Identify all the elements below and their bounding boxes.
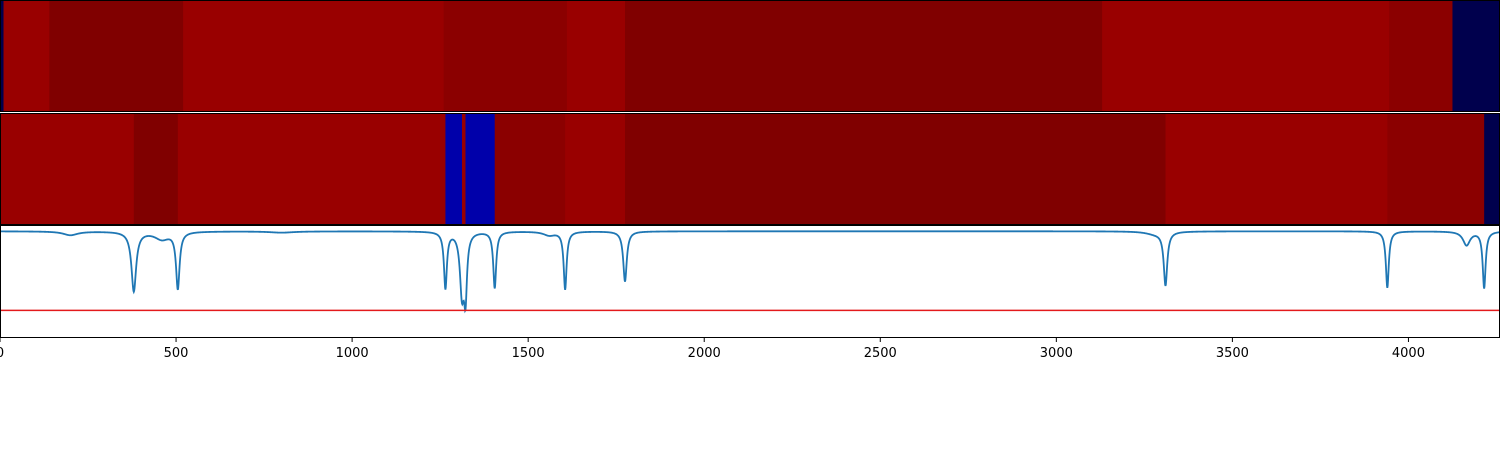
heatmap-top-segment xyxy=(1452,0,1500,112)
x-tick-label: 4000 xyxy=(1392,346,1425,361)
signal-line xyxy=(0,230,1500,314)
heatmap-bottom-segment xyxy=(465,113,496,225)
heatmap-bottom-segment xyxy=(1484,113,1500,225)
heatmap-top-segment xyxy=(183,0,445,112)
heatmap-bottom-segment xyxy=(1165,113,1388,225)
heatmap-bottom-segment xyxy=(565,113,626,225)
x-axis: 0 500 1000 1500 2000 2500 3000 3500 4000 xyxy=(0,338,1425,361)
heatmap-top-segment xyxy=(3,0,50,112)
heatmap-top-segment xyxy=(625,0,1103,112)
x-tick-label: 3000 xyxy=(1040,346,1073,361)
x-tick-label: 2000 xyxy=(688,346,721,361)
heatmap-bottom-segment xyxy=(0,113,135,225)
line-panel-frame xyxy=(0,225,1500,338)
x-tick-label: 1000 xyxy=(336,346,369,361)
line-panel: 0 500 1000 1500 2000 2500 3000 3500 4000 xyxy=(0,225,1500,361)
heatmap-top-segment xyxy=(49,0,184,112)
heatmap-top-segment xyxy=(566,0,626,112)
heatmap-bottom-segment xyxy=(133,113,179,225)
heatmap-bottom-segment xyxy=(177,113,446,225)
heatmap-top-segment xyxy=(1102,0,1390,112)
x-tick-label: 3500 xyxy=(1216,346,1249,361)
x-tick-label: 0 xyxy=(0,346,4,361)
heatmap-bottom-segment xyxy=(1387,113,1485,225)
x-tick-label: 1500 xyxy=(512,346,545,361)
heatmap-bottom xyxy=(0,113,1500,225)
heatmap-top xyxy=(0,0,1500,112)
x-tick-label: 500 xyxy=(164,346,189,361)
heatmap-bottom-segment xyxy=(445,113,463,225)
heatmap-top-segment xyxy=(0,0,5,112)
heatmap-bottom-segment xyxy=(461,113,466,225)
x-tick-label: 2500 xyxy=(864,346,897,361)
heatmap-top-segment xyxy=(443,0,568,112)
heatmap-bottom-segment xyxy=(625,113,1166,225)
heatmap-bottom-segment xyxy=(494,113,566,225)
heatmap-top-segment xyxy=(1389,0,1453,112)
